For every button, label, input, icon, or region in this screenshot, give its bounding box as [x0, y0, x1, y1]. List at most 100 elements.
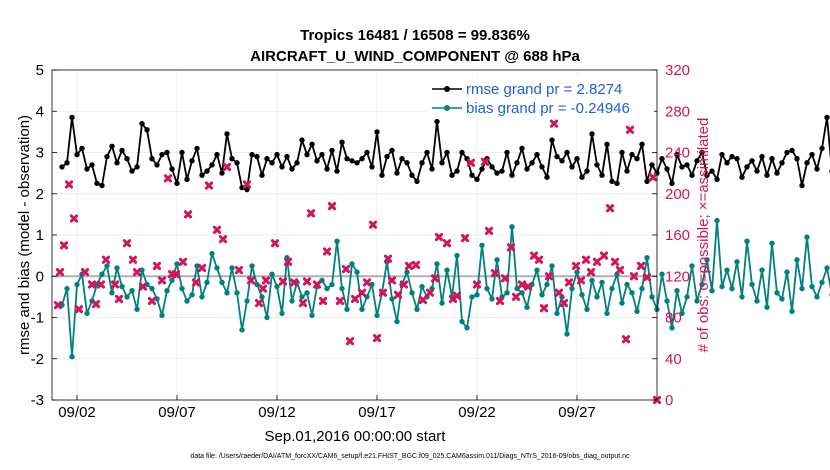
rmse-point: [719, 151, 725, 158]
bias-point: [224, 290, 230, 296]
rmse-point: [649, 162, 655, 168]
bias-point: [504, 290, 510, 296]
bias-point: [219, 279, 225, 286]
bias-point: [349, 261, 355, 267]
obs-count-marker: [128, 255, 138, 264]
rmse-point: [704, 172, 710, 178]
bias-point: [259, 294, 265, 300]
bias-point: [264, 314, 270, 321]
bias-point: [579, 292, 585, 298]
obs-count-marker: [534, 255, 544, 264]
obs-count-marker: [511, 292, 521, 301]
obs-count-marker: [564, 278, 574, 287]
obs-count-marker: [506, 243, 516, 252]
rmse-point: [739, 174, 745, 180]
obs-count-marker: [152, 261, 162, 271]
obs-count-marker: [625, 125, 635, 134]
bias-point: [324, 285, 330, 292]
obs-count-marker: [69, 214, 79, 223]
rmse-point: [344, 156, 350, 162]
bias-point: [624, 281, 630, 288]
bias-point: [239, 327, 245, 333]
left-tick-label: 4: [36, 103, 44, 120]
bias-point: [594, 294, 600, 300]
rmse-point: [249, 151, 255, 158]
bias-point: [254, 281, 260, 288]
rmse-point: [579, 174, 585, 180]
bias-point: [474, 292, 480, 298]
rmse-point: [824, 114, 830, 121]
rmse-point: [559, 158, 565, 164]
rmse-point: [104, 153, 110, 160]
obs-count-marker: [289, 278, 299, 287]
obs-count-marker: [298, 298, 308, 308]
obs-count-marker: [472, 280, 482, 289]
bias-point: [794, 257, 800, 263]
rmse-point: [79, 145, 85, 152]
rmse-point: [754, 168, 760, 174]
bias-point: [599, 279, 605, 286]
rmse-point: [274, 151, 280, 158]
obs-count-marker: [59, 241, 69, 250]
bias-point: [414, 306, 420, 312]
obs-count-marker: [163, 174, 173, 183]
bias-point: [699, 281, 705, 288]
bias-point: [244, 298, 250, 304]
bias-point: [669, 325, 675, 331]
rmse-point: [429, 166, 435, 172]
obs-count-marker: [64, 180, 74, 189]
data-file-footnote: data file: /Users/raeder/DAI/ATM_forcXX/…: [190, 453, 630, 460]
obs-count-marker: [362, 278, 372, 287]
bias-point: [199, 294, 205, 300]
rmse-point: [734, 156, 740, 162]
obs-count-marker: [218, 235, 228, 244]
bias-point: [649, 294, 655, 300]
rmse-point: [514, 160, 520, 166]
rmse-point: [59, 164, 65, 170]
rmse-point: [504, 149, 510, 156]
obs-count-marker: [605, 204, 615, 213]
obs-count-marker: [559, 298, 569, 308]
obs-count-marker: [586, 268, 596, 277]
obs-count-marker: [345, 337, 355, 346]
obs-count-marker: [383, 254, 393, 263]
bias-point: [404, 269, 410, 275]
rmse-point: [439, 160, 445, 166]
rmse-point: [614, 180, 620, 187]
bias-point: [304, 290, 310, 296]
bias-point: [824, 265, 830, 271]
rmse-point: [779, 160, 785, 166]
rmse-point: [339, 139, 345, 145]
bias-point: [569, 285, 575, 292]
rmse-point: [659, 156, 665, 162]
left-tick-label: -1: [31, 310, 44, 327]
rmse-point: [699, 149, 705, 156]
bias-point: [359, 306, 365, 312]
obs-count-marker: [484, 226, 494, 235]
obs-count-marker: [615, 265, 625, 275]
bias-point: [739, 294, 745, 300]
rmse-point: [789, 147, 795, 154]
bias-point: [189, 292, 195, 298]
bias-point: [769, 240, 775, 246]
obs-count-marker: [495, 296, 505, 306]
rmse-point: [234, 160, 240, 166]
bias-point: [269, 271, 275, 277]
bias-point: [709, 288, 715, 294]
bias-point: [759, 267, 765, 273]
rmse-point: [99, 182, 105, 189]
rmse-point: [134, 164, 140, 170]
legend-rmse-marker: [444, 86, 450, 92]
rmse-point: [324, 166, 330, 172]
bias-point: [74, 281, 80, 288]
obs-count-marker: [197, 263, 207, 273]
rmse-point: [714, 176, 720, 182]
rmse-point: [819, 145, 825, 152]
y-axis-label-right: # of obs: o=possible; ×=assimilated: [695, 118, 712, 353]
rmse-point: [499, 168, 505, 174]
obs-count-marker: [341, 264, 351, 274]
obs-count-marker: [270, 239, 280, 248]
chart-title-line1: Tropics 16481 / 16508 = 99.836%: [300, 27, 530, 44]
rmse-point: [449, 172, 455, 178]
bias-point: [99, 271, 105, 277]
